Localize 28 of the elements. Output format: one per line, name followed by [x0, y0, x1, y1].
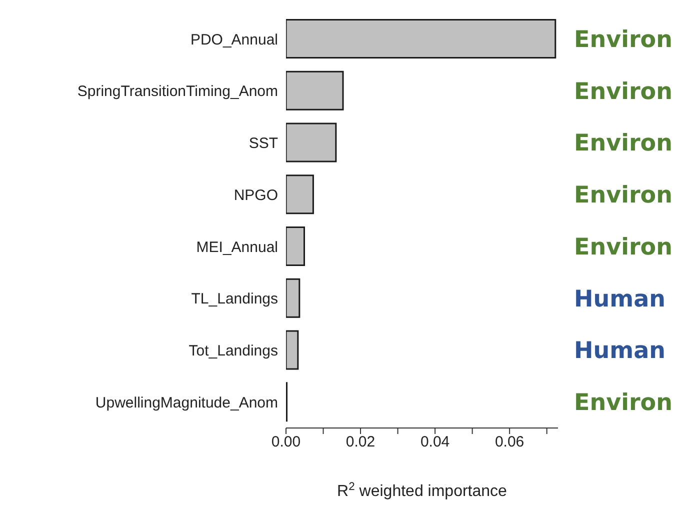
y-tick-label: Tot_Landings [188, 342, 278, 360]
text: Environ [574, 78, 672, 105]
bar [286, 330, 299, 370]
x-tick-label: 0.04 [420, 434, 450, 451]
x-axis-title: R$^{2}$ weighted importance [337, 481, 508, 500]
text: Environ [574, 390, 672, 416]
x-tick-label: 0.06 [494, 434, 524, 451]
text: Human [574, 338, 666, 364]
y-tick-label: NPGO [234, 186, 278, 204]
bar [286, 226, 306, 266]
text: Human [574, 286, 666, 312]
bar [286, 70, 344, 110]
x-tick-label: 0.02 [346, 434, 376, 451]
y-tick-label: MEI_Annual [196, 238, 278, 256]
text: Environ [574, 130, 672, 157]
x-tick-label: 0.00 [271, 434, 301, 451]
text: Environ [574, 234, 672, 260]
bar [286, 18, 556, 58]
y-tick-label: TL_Landings [191, 290, 278, 308]
bar [286, 122, 337, 162]
bar [286, 278, 300, 318]
text: Environ [574, 26, 672, 53]
y-tick-label: SpringTransitionTiming_Anom [77, 83, 278, 100]
bar [286, 174, 314, 214]
y-tick-label: SST [248, 135, 278, 152]
y-tick-label: PDO_Annual [190, 31, 278, 48]
text: Environ [574, 182, 672, 209]
y-tick-label: UpwellingMagnitude_Anom [95, 394, 278, 412]
